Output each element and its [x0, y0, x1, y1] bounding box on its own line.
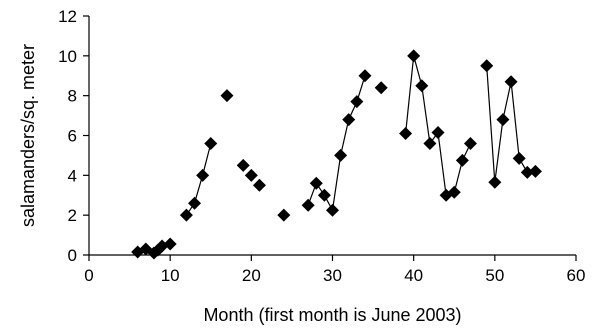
- data-point: [163, 237, 177, 251]
- data-point: [463, 136, 477, 150]
- data-point: [374, 81, 388, 95]
- data-markers: [131, 49, 542, 260]
- data-point: [277, 208, 291, 222]
- x-tick-label: 40: [404, 266, 423, 285]
- data-point: [350, 95, 364, 109]
- data-point: [244, 168, 258, 182]
- series-line-segment: [405, 55, 472, 197]
- data-point: [252, 178, 266, 192]
- x-tick-label: 20: [242, 266, 261, 285]
- data-point: [455, 153, 469, 167]
- data-point: [342, 113, 356, 127]
- data-point: [317, 188, 331, 202]
- data-point: [431, 126, 445, 140]
- data-point: [415, 79, 429, 93]
- data-point: [334, 148, 348, 162]
- x-axis: 0 10 20 30 40 50 60: [84, 255, 585, 285]
- y-tick-label: 8: [68, 87, 77, 106]
- data-point: [301, 198, 315, 212]
- y-tick-label: 10: [58, 47, 77, 66]
- data-point: [496, 113, 510, 127]
- data-point: [528, 164, 542, 178]
- series-line-segment: [185, 143, 212, 216]
- data-point: [447, 185, 461, 199]
- data-point: [358, 69, 372, 83]
- data-point: [423, 136, 437, 150]
- y-axis-title: salamanders/sq. meter: [18, 44, 38, 227]
- data-point: [399, 127, 413, 141]
- y-tick-label: 12: [58, 7, 77, 26]
- x-tick-label: 0: [84, 266, 93, 285]
- data-point: [188, 196, 202, 210]
- data-point: [326, 203, 339, 217]
- x-tick-label: 60: [567, 266, 586, 285]
- data-point: [480, 59, 494, 73]
- plot-area: [88, 16, 576, 256]
- data-point: [236, 158, 250, 172]
- data-point: [204, 136, 218, 150]
- data-point: [309, 176, 323, 190]
- y-tick-label: 4: [68, 166, 77, 185]
- data-point: [504, 75, 518, 89]
- x-tick-label: 50: [485, 266, 504, 285]
- data-point: [520, 165, 534, 179]
- data-point: [512, 151, 526, 165]
- data-point: [179, 208, 193, 222]
- x-tick-label: 30: [323, 266, 342, 285]
- y-tick-label: 6: [68, 127, 77, 146]
- x-tick-label: 10: [161, 266, 180, 285]
- y-tick-label: 0: [68, 246, 77, 265]
- data-point: [407, 49, 421, 63]
- data-point: [488, 175, 502, 189]
- y-tick-label: 2: [68, 206, 77, 225]
- x-axis-title: Month (first month is June 2003): [203, 305, 461, 325]
- data-point: [220, 89, 234, 103]
- y-axis: 0 2 4 6 8 10 12: [58, 7, 89, 265]
- data-point: [196, 168, 210, 182]
